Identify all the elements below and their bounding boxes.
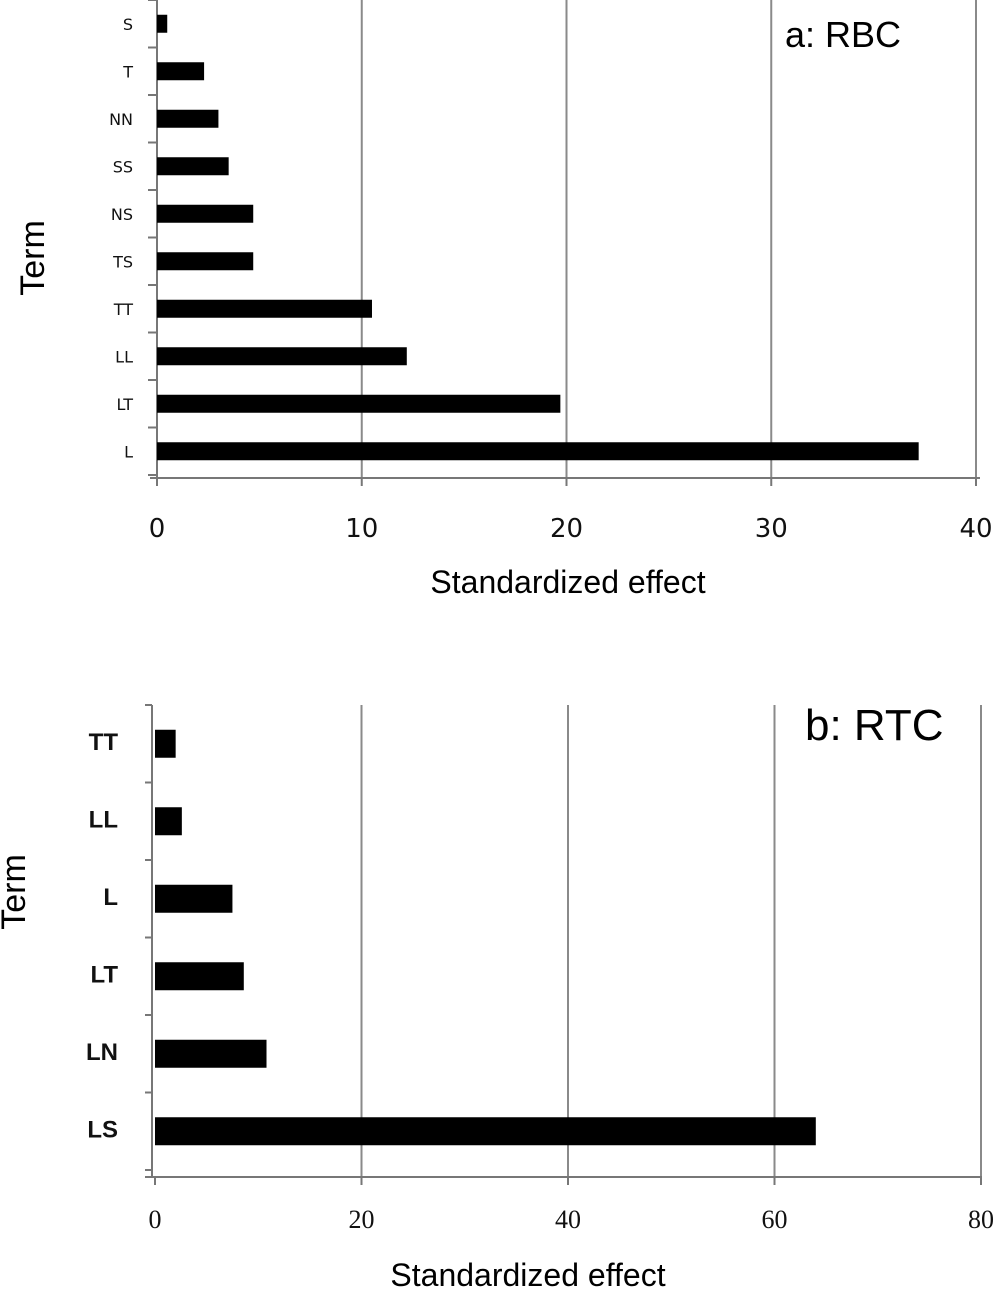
category-label: TS <box>112 252 133 271</box>
category-labels: S T NN SS NS TS TT LL LT L <box>109 15 133 462</box>
category-label: L <box>103 884 118 911</box>
bar-ln <box>155 1039 267 1068</box>
category-label: LN <box>86 1039 118 1066</box>
x-tick-marks <box>154 1177 982 1185</box>
chart-title: a: RBC <box>785 14 901 55</box>
category-label: LL <box>115 347 133 366</box>
bar-ss <box>157 157 229 176</box>
category-label: L <box>124 442 133 461</box>
bar-l <box>155 884 233 913</box>
y-axis-label: Term <box>0 854 33 930</box>
category-label: TT <box>113 300 133 319</box>
bar-nn <box>157 109 219 128</box>
y-tick-marks <box>148 0 157 476</box>
bar-tt <box>155 729 176 758</box>
category-label: TT <box>89 729 119 756</box>
category-label: NN <box>109 110 133 129</box>
bar-t <box>157 62 205 81</box>
category-label: LS <box>87 1116 118 1143</box>
bars <box>155 729 816 1146</box>
bar-tt <box>157 299 372 318</box>
x-tick-label: 80 <box>968 1205 994 1234</box>
x-tick-labels: 0 10 20 30 40 <box>149 514 993 544</box>
x-tick-label: 30 <box>755 514 788 544</box>
gridlines <box>360 705 982 1177</box>
bar-ls <box>155 1117 816 1146</box>
bar-ts <box>157 252 254 271</box>
bar-ns <box>157 204 254 223</box>
category-label: NS <box>111 205 133 224</box>
x-axis-label: Standardized effect <box>430 564 705 600</box>
bar-lt <box>157 394 561 413</box>
category-label: LT <box>90 961 118 988</box>
bar-s <box>157 14 168 33</box>
y-axis-label: Term <box>14 220 52 296</box>
x-tick-label: 0 <box>149 514 166 544</box>
bar-ll <box>157 347 407 366</box>
y-tick-marks <box>145 704 152 1171</box>
x-tick-label: 40 <box>959 514 992 544</box>
x-tick-label: 20 <box>550 514 583 544</box>
bars <box>157 14 919 461</box>
bar-lt <box>155 962 244 991</box>
bar-l <box>157 442 919 461</box>
x-tick-marks <box>156 478 977 486</box>
x-tick-label: 40 <box>555 1205 581 1234</box>
category-label: T <box>122 62 133 81</box>
x-tick-label: 0 <box>149 1205 162 1234</box>
category-label: LL <box>89 806 118 833</box>
bar-ll <box>155 807 182 836</box>
category-label: S <box>123 15 133 34</box>
x-tick-labels: 0 20 40 60 80 <box>149 1205 995 1234</box>
category-label: LT <box>117 395 134 414</box>
x-axis-label: Standardized effect <box>390 1257 665 1293</box>
x-tick-label: 10 <box>345 514 378 544</box>
category-label: SS <box>113 157 133 176</box>
x-tick-label: 60 <box>762 1205 788 1234</box>
x-tick-label: 20 <box>349 1205 375 1234</box>
chart-title: b: RTC <box>805 701 944 750</box>
